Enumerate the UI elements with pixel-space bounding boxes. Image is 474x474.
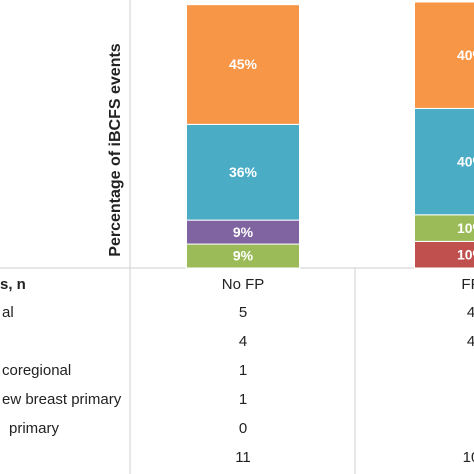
data-label: 40%	[457, 153, 474, 169]
bar-segment	[186, 123, 300, 221]
cell: 11	[235, 449, 251, 466]
cell: 0	[239, 420, 247, 437]
data-label: 40%	[457, 47, 474, 63]
column-header: FP	[461, 276, 474, 293]
bar-segment	[414, 214, 474, 242]
data-label: 10%	[457, 220, 474, 236]
row-label: primary	[9, 420, 60, 437]
cell: 4	[467, 333, 474, 350]
bar-segment	[414, 107, 474, 216]
data-label: 36%	[229, 164, 258, 180]
cell: 1	[239, 362, 247, 379]
cell: 4	[467, 304, 474, 321]
data-label: 9%	[233, 248, 254, 264]
data-label: 9%	[233, 224, 254, 240]
cell: 1	[239, 391, 247, 408]
row-label: al	[2, 304, 14, 321]
bar-segment	[414, 1, 474, 109]
y-axis-label: Percentage of iBCFS events	[107, 43, 124, 257]
cell: 5	[239, 304, 247, 321]
row-label: coregional	[2, 362, 71, 379]
row-label: ew breast primary	[2, 391, 122, 408]
bar-segment	[186, 4, 300, 125]
data-label: 45%	[229, 56, 258, 72]
table-header: s, n	[0, 276, 26, 293]
cell: 10	[463, 449, 474, 466]
cell: 4	[239, 333, 247, 350]
data-label: 10%	[457, 246, 474, 262]
column-header: No FP	[222, 276, 265, 293]
